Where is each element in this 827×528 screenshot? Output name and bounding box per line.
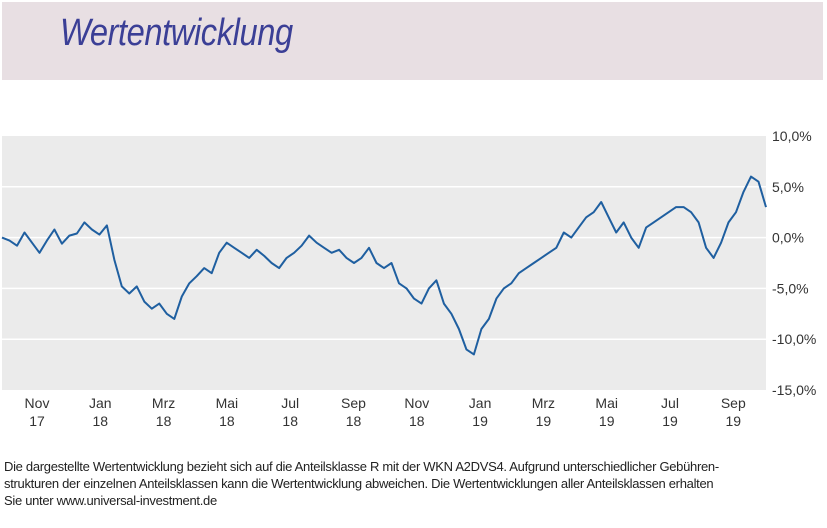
x-tick-year: 17 [29,413,45,429]
x-tick-year: 19 [599,413,615,429]
footnote-line-2: strukturen der einzelnen Anteilsklassen … [4,476,714,491]
plot-area [2,136,766,390]
y-tick-label: -5,0% [772,280,809,296]
x-tick-month: Jan [469,395,492,411]
x-tick-year: 18 [156,413,172,429]
x-tick-year: 18 [219,413,235,429]
header-band [2,2,823,80]
footnote-line-3: Sie unter www.universal-investment.de [4,493,217,508]
plot-background [2,136,766,390]
x-tick-year: 19 [472,413,488,429]
performance-chart: 10,0% 5,0% 0,0% -5,0% -10,0% -15,0% Nov 17 Jan 1… [1,128,816,429]
x-tick-year: 19 [726,413,742,429]
x-tick-month: Jul [661,395,679,411]
x-tick-year: 18 [282,413,298,429]
x-tick-month: Mrz [152,395,175,411]
y-tick-label: -10,0% [772,331,816,347]
y-tick-label: -15,0% [772,382,816,398]
x-tick-month: Nov [404,395,429,411]
x-axis-ticks: Nov 17 Jan 18 Mrz 18 Mai 18 Jul 18 Sep 18 Nov 18 Jan 19… [25,395,746,429]
y-axis-ticks: 10,0% 5,0% 0,0% -5,0% -10,0% -15,0% [772,128,816,398]
page-title: Wertentwicklung [60,12,293,54]
grid-lines [2,186,766,340]
y-tick-label: 0,0% [772,230,804,246]
y-tick-label: 10,0% [772,128,812,144]
x-tick-month: Mrz [532,395,555,411]
x-tick-year: 18 [346,413,362,429]
x-tick-month: Sep [721,395,746,411]
x-tick-year: 18 [93,413,109,429]
footnote: Die dargestellte Wertentwicklung bezieht… [4,458,822,509]
x-tick-month: Mai [595,395,618,411]
x-tick-year: 18 [409,413,425,429]
x-tick-month: Mai [216,395,239,411]
x-tick-year: 19 [662,413,678,429]
footnote-line-1: Die dargestellte Wertentwicklung bezieht… [4,459,719,474]
x-tick-month: Sep [341,395,366,411]
x-tick-month: Jan [89,395,112,411]
x-tick-month: Nov [25,395,50,411]
x-tick-year: 19 [536,413,552,429]
x-tick-month: Jul [281,395,299,411]
series-line-path [1,175,767,356]
y-tick-label: 5,0% [772,179,804,195]
series-line [1,175,767,356]
